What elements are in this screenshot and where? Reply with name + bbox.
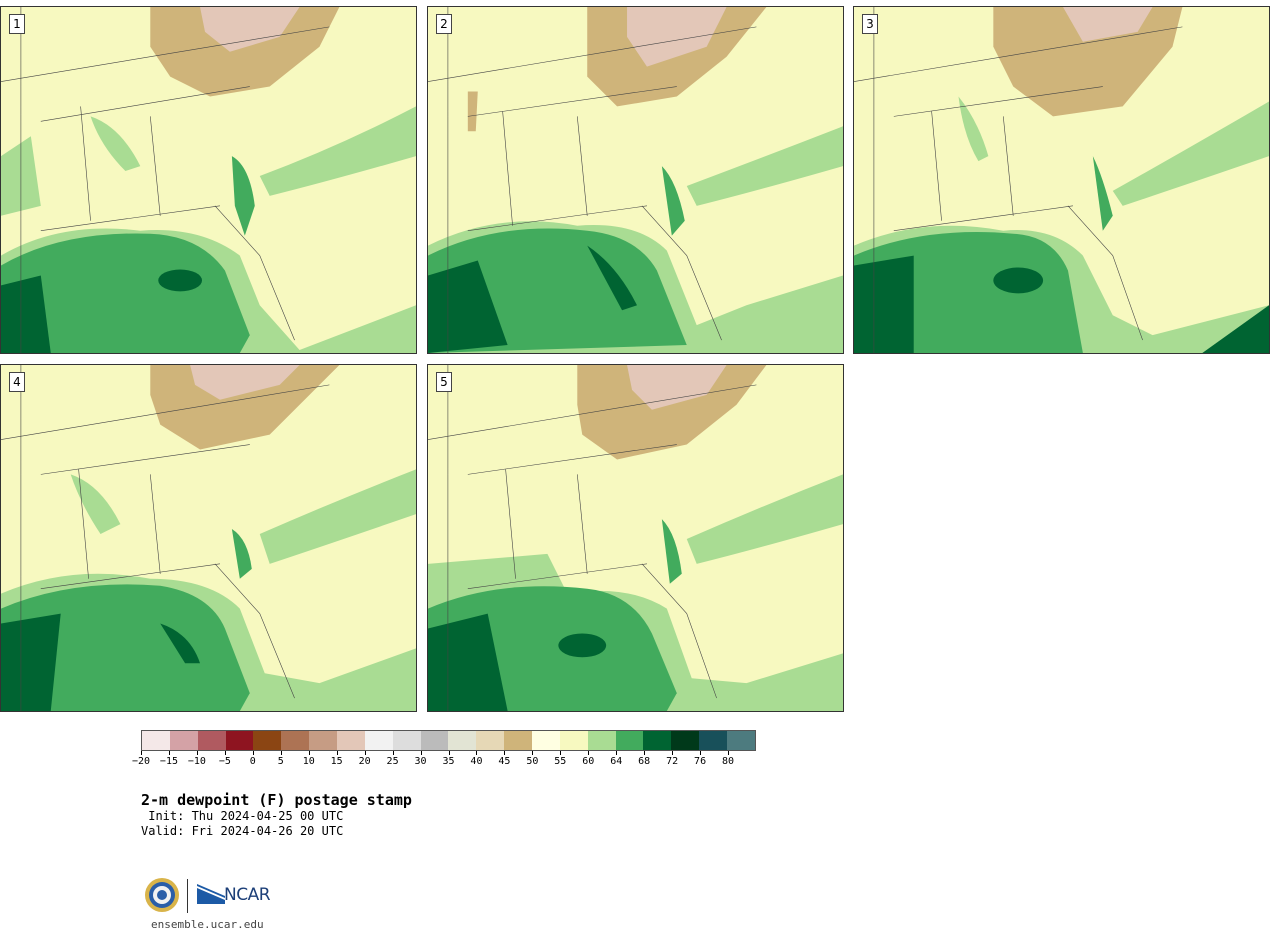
colorbar-swatch: [225, 731, 254, 750]
colorbar-swatch: [615, 731, 644, 750]
colorbar-tick-label: 50: [526, 756, 539, 767]
colorbar-tick-label: 64: [610, 756, 623, 767]
colorbar-swatch: [309, 731, 338, 750]
colorbar-tick: [448, 751, 450, 755]
colorbar-swatch: [253, 731, 282, 750]
map-panel-1: 1: [0, 6, 417, 354]
colorbar-tick: [141, 751, 142, 755]
logo-area: NCAR: [144, 877, 284, 917]
dewpoint-map-1: [1, 7, 416, 353]
colorbar-swatch: [504, 731, 533, 750]
colorbar-swatch: [532, 731, 560, 750]
dewpoint-map-3: [854, 7, 1269, 353]
colorbar-tick-label: 76: [694, 756, 707, 767]
nsf-seal-icon: [145, 878, 179, 912]
panel-label: 2: [436, 14, 452, 34]
colorbar-tick: [364, 751, 366, 755]
panel-label: 4: [9, 372, 25, 392]
colorbar-tick-label: 25: [386, 756, 399, 767]
colorbar-tick: [252, 751, 254, 755]
colorbar-tick-label: 45: [498, 756, 511, 767]
dewpoint-map-2: [428, 7, 843, 353]
colorbar-swatch: [699, 731, 728, 750]
colorbar-tick: [644, 751, 646, 755]
valid-time: Valid: Fri 2024-04-26 20 UTC: [141, 824, 344, 838]
colorbar-tick-label: −10: [187, 756, 206, 767]
colorbar-tick: [224, 751, 226, 755]
colorbar-tick: [168, 751, 170, 755]
colorbar-tick-label: 15: [330, 756, 343, 767]
colorbar-swatch: [281, 731, 310, 750]
colorbar-tick-label: 68: [638, 756, 651, 767]
map-panel-2: 2: [427, 6, 844, 354]
colorbar-tick-label: 5: [277, 756, 284, 767]
colorbar-tick-label: 80: [722, 756, 735, 767]
colorbar-tick: [504, 751, 506, 755]
init-time: Init: Thu 2024-04-25 00 UTC: [141, 809, 344, 823]
colorbar-swatch: [448, 731, 477, 750]
colorbar-tick: [420, 751, 422, 755]
colorbar-tick-label: 55: [554, 756, 567, 767]
colorbar-tick: [308, 751, 310, 755]
colorbar-tick-label: 60: [582, 756, 595, 767]
colorbar-tick-label: −5: [218, 756, 231, 767]
colorbar-swatch: [337, 731, 365, 750]
colorbar: [141, 730, 756, 751]
colorbar-swatch: [587, 731, 616, 750]
dewpoint-map-5: [428, 365, 843, 711]
colorbar-swatch: [197, 731, 226, 750]
colorbar-tick: [560, 751, 562, 755]
colorbar-tick: [336, 751, 338, 755]
ncar-wordmark: NCAR: [224, 885, 271, 905]
colorbar-swatch: [559, 731, 588, 750]
colorbar-tick-label: 10: [302, 756, 315, 767]
colorbar-swatch: [476, 731, 505, 750]
colorbar-tick-label: 20: [358, 756, 371, 767]
site-url: ensemble.ucar.edu: [151, 918, 264, 931]
map-panel-5: 5: [427, 364, 844, 712]
colorbar-swatch: [420, 731, 449, 750]
colorbar-tick: [392, 751, 394, 755]
dewpoint-map-4: [1, 365, 416, 711]
colorbar-tick-label: 72: [666, 756, 679, 767]
colorbar-tick: [476, 751, 478, 755]
colorbar-swatch: [364, 731, 393, 750]
map-panel-3: 3: [853, 6, 1270, 354]
logo-divider: [187, 879, 188, 913]
colorbar-tick-label: 35: [442, 756, 455, 767]
map-panel-4: 4: [0, 364, 417, 712]
panel-label: 3: [862, 14, 878, 34]
colorbar-tick: [672, 751, 674, 755]
colorbar-tick-label: 0: [249, 756, 256, 767]
colorbar-tick-label: −15: [159, 756, 178, 767]
colorbar-swatch: [142, 731, 170, 750]
colorbar-swatch: [643, 731, 672, 750]
colorbar-tick: [728, 751, 730, 755]
colorbar-tick: [700, 751, 702, 755]
panel-label: 1: [9, 14, 25, 34]
colorbar-tick: [280, 751, 282, 755]
colorbar-swatch: [671, 731, 700, 750]
colorbar-ticks: −20 −15 −10 −5 0 5 10 15 20 25 30 35 40 45 50 55 60 64 68 7…: [132, 751, 756, 771]
colorbar-tick: [196, 751, 198, 755]
colorbar-swatch: [727, 731, 755, 750]
colorbar-tick: [588, 751, 590, 755]
panel-label: 5: [436, 372, 452, 392]
colorbar-swatch: [392, 731, 421, 750]
colorbar-tick: [616, 751, 618, 755]
ncar-mark-icon: [197, 884, 225, 904]
colorbar-tick-label: −20: [131, 756, 151, 767]
colorbar-swatch: [169, 731, 198, 750]
colorbar-tick-label: 30: [414, 756, 427, 767]
figure-title: 2-m dewpoint (F) postage stamp: [141, 791, 412, 809]
colorbar-tick-label: 40: [470, 756, 483, 767]
colorbar-tick: [532, 751, 534, 755]
